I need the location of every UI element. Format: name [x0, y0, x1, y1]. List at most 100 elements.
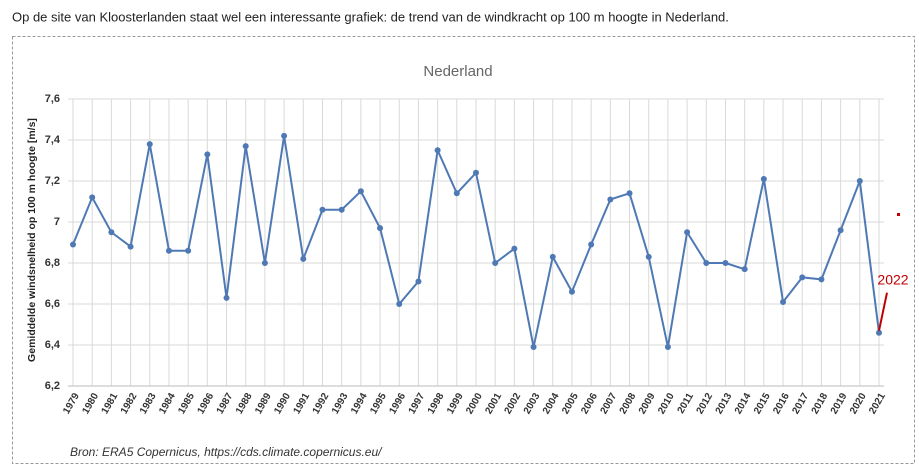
- x-tick-label: 2000: [464, 391, 485, 416]
- data-point: [818, 276, 825, 283]
- y-tick-label: 7,6: [45, 93, 60, 105]
- x-tick-label: 1984: [157, 391, 178, 416]
- x-tick-label: 1995: [368, 391, 389, 416]
- data-point: [242, 143, 249, 150]
- data-point: [261, 260, 268, 266]
- x-tick-label: 2016: [771, 391, 792, 416]
- x-tick-label: 1987: [215, 391, 236, 416]
- x-tick-label: 1988: [234, 391, 255, 416]
- red-dot: [897, 213, 900, 216]
- data-point: [434, 147, 441, 154]
- data-point: [204, 151, 211, 158]
- x-tick-label: 2010: [656, 391, 677, 416]
- data-point: [357, 188, 364, 195]
- x-tick-label: 2005: [560, 391, 581, 416]
- x-tick-label: 2002: [503, 391, 524, 416]
- data-point: [108, 229, 115, 236]
- x-tick-label: 1994: [349, 391, 370, 416]
- x-tick-label: 2007: [599, 391, 620, 416]
- y-axis-label: Gemiddelde windsnelheid op 100 m hoogte …: [26, 118, 38, 362]
- data-point: [70, 241, 76, 248]
- data-point: [876, 329, 882, 336]
- data-point: [799, 274, 806, 281]
- data-point: [338, 206, 345, 213]
- data-point: [703, 260, 710, 266]
- data-point: [780, 298, 787, 305]
- data-point: [396, 301, 403, 307]
- x-tick-label: 1990: [272, 391, 293, 416]
- data-point: [415, 278, 422, 285]
- data-point: [856, 178, 863, 184]
- x-tick-label: 2020: [848, 391, 869, 416]
- y-tick-label: 7,4: [45, 134, 61, 146]
- data-point: [146, 141, 153, 148]
- x-tick-label: 2021: [867, 391, 888, 416]
- source: Bron: ERA5 Copernicus, https://cds.clima…: [70, 445, 383, 459]
- x-tick-label: 2013: [714, 391, 735, 416]
- data-point: [664, 344, 671, 351]
- data-point: [645, 253, 652, 260]
- data-point: [588, 241, 595, 248]
- data-point: [741, 266, 748, 273]
- x-tick-label: 1989: [253, 391, 274, 416]
- x-tick-label: 1986: [196, 391, 217, 416]
- data-point: [300, 255, 307, 262]
- data-point: [377, 225, 384, 232]
- y-tick-label: 7: [54, 216, 60, 228]
- data-point: [568, 288, 575, 295]
- y-tick-label: 6,8: [45, 257, 60, 269]
- data-point: [319, 206, 326, 213]
- x-tick-label: 1997: [407, 391, 428, 416]
- x-tick-label: 2009: [637, 391, 658, 416]
- x-tick-label: 2006: [579, 391, 600, 416]
- x-tick-label: 1985: [176, 391, 197, 416]
- chart-title: Nederland: [423, 63, 492, 80]
- data-point: [549, 253, 556, 260]
- data-point: [473, 169, 479, 176]
- x-tick-label: 1999: [445, 391, 466, 416]
- x-tick-label: 2012: [695, 391, 716, 416]
- data-point: [281, 132, 288, 139]
- data-point: [684, 229, 691, 236]
- x-tick-label: 1979: [61, 391, 82, 416]
- data-point: [837, 227, 844, 234]
- x-tick-label: 2003: [522, 391, 543, 416]
- data-point: [607, 196, 614, 203]
- x-tick-label: 2017: [790, 391, 811, 416]
- annotation: 2022: [877, 271, 908, 287]
- data-point: [626, 190, 633, 197]
- x-tick-label: 1982: [119, 391, 140, 416]
- data-point: [760, 175, 767, 182]
- y-tick-label: 6,6: [45, 298, 60, 310]
- x-tick-label: 2008: [618, 391, 639, 416]
- frame: [12, 36, 915, 464]
- x-tick-label: 2001: [483, 391, 504, 416]
- x-tick-label: 1998: [426, 391, 447, 416]
- x-tick-label: 1981: [100, 391, 121, 416]
- data-point: [127, 243, 134, 250]
- annotation-arrow: [878, 292, 888, 331]
- x-tick-label: 2018: [810, 391, 831, 416]
- x-tick-label: 2019: [829, 391, 850, 416]
- y-tick-label: 6,4: [45, 339, 61, 351]
- x-tick-label: 1983: [138, 391, 159, 416]
- x-tick-label: 1993: [330, 391, 351, 416]
- data-point: [89, 194, 96, 201]
- x-tick-label: 1992: [311, 391, 332, 416]
- intro-text: Op de site van Kloosterlanden staat wel …: [12, 9, 729, 24]
- x-tick-label: 1980: [80, 391, 101, 416]
- data-point: [492, 260, 499, 266]
- data-point: [165, 247, 172, 254]
- data-point: [722, 260, 729, 266]
- data-point: [453, 190, 460, 197]
- x-tick-label: 2015: [752, 391, 773, 416]
- x-tick-label: 1991: [292, 391, 313, 416]
- x-tick-label: 1996: [387, 391, 408, 416]
- data-point: [530, 344, 537, 351]
- y-tick-label: 7,2: [45, 175, 60, 187]
- data-point: [511, 245, 518, 252]
- x-tick-label: 2014: [733, 391, 754, 416]
- x-tick-label: 2011: [676, 391, 697, 416]
- data-point: [185, 247, 192, 254]
